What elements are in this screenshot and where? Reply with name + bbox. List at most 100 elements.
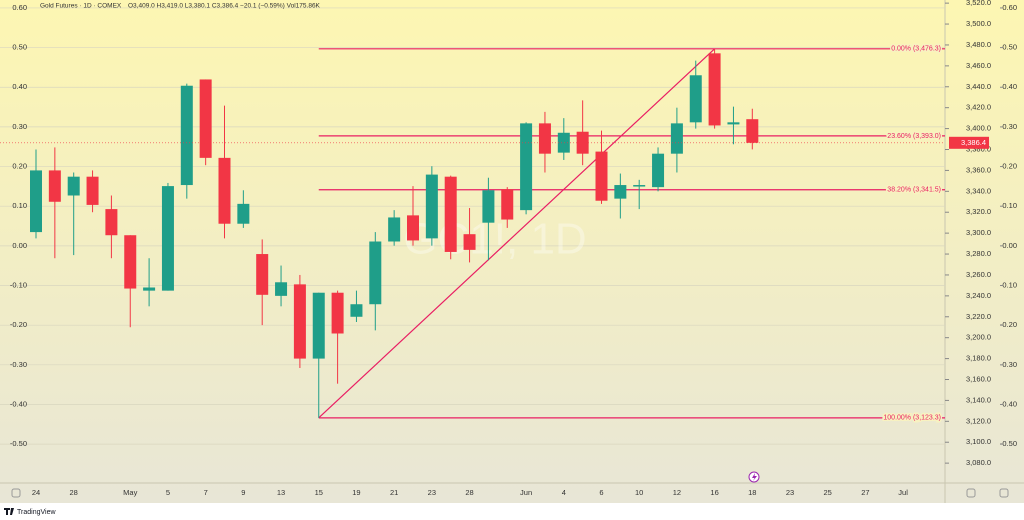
right-axis-label: -0.20 <box>1000 320 1017 329</box>
price-tick-label: 3,340.0 <box>966 186 991 195</box>
candle-body <box>86 176 99 205</box>
price-tick-label: 3,480.0 <box>966 40 991 49</box>
price-tick-label: 3,280.0 <box>966 249 991 258</box>
left-axis-label: 0.50 <box>12 43 27 52</box>
x-tick-label: 23 <box>428 488 436 497</box>
right-axis-label: -0.50 <box>1000 439 1017 448</box>
fib-label: 38.20% (3,341.5) <box>887 187 941 194</box>
price-tick-label: 3,180.0 <box>966 354 991 363</box>
price-tick-label: 3,200.0 <box>966 333 991 342</box>
candle-body <box>595 151 608 201</box>
x-tick-label: May <box>123 488 137 497</box>
candle-body <box>444 176 457 252</box>
candle-body <box>312 292 325 359</box>
price-tick-label: 3,160.0 <box>966 374 991 383</box>
x-tick-label: 9 <box>241 488 245 497</box>
fib-label: 23.60% (3,393.0) <box>887 133 941 140</box>
candle-body <box>689 75 702 123</box>
x-tick-label: 18 <box>748 488 756 497</box>
candle-body <box>199 79 212 158</box>
candle-body <box>520 123 533 211</box>
price-tick-label: 3,320.0 <box>966 207 991 216</box>
left-axis-label: 0.40 <box>12 82 27 91</box>
brand-text: TradingView <box>17 509 56 516</box>
candle-body <box>293 284 306 359</box>
candle-body <box>143 287 156 291</box>
left-axis-label: -0.30 <box>10 360 27 369</box>
x-tick-label: 12 <box>673 488 681 497</box>
left-axis-label: -0.20 <box>10 320 27 329</box>
x-tick-label: 10 <box>635 488 643 497</box>
left-axis-label: -0.50 <box>10 439 27 448</box>
scale-button[interactable] <box>966 488 976 498</box>
left-axis-label: 0.30 <box>12 122 27 131</box>
price-tick-label: 3,100.0 <box>966 437 991 446</box>
right-axis-label: -0.30 <box>1000 360 1017 369</box>
candle-body <box>218 157 231 224</box>
x-tick-label: 4 <box>562 488 566 497</box>
price-tick-label: 3,220.0 <box>966 312 991 321</box>
candle-body <box>708 53 721 126</box>
x-tick-label: Jun <box>520 488 532 497</box>
trend-line <box>318 48 716 419</box>
scale-button[interactable] <box>999 488 1009 498</box>
x-tick-label: 16 <box>710 488 718 497</box>
price-tick-label: 3,120.0 <box>966 416 991 425</box>
price-tick-label: 3,420.0 <box>966 103 991 112</box>
alert-icon[interactable] <box>748 471 760 483</box>
right-axis-label: -0.40 <box>1000 399 1017 408</box>
right-axis-label: 0.20 <box>1002 162 1017 171</box>
price-tick-label: 3,360.0 <box>966 165 991 174</box>
fib-label: 100.00% (3,123.3) <box>883 415 941 422</box>
candle-body <box>727 122 740 125</box>
candle-body <box>30 170 42 233</box>
candle-body <box>237 203 250 224</box>
right-axis-label: -0.10 <box>1000 281 1017 290</box>
x-tick-label: 6 <box>599 488 603 497</box>
right-axis-label: 0.40 <box>1002 82 1017 91</box>
candle-body <box>331 292 344 334</box>
x-tick-label: 25 <box>824 488 832 497</box>
price-tick-label: 3,440.0 <box>966 82 991 91</box>
candle-body <box>256 254 269 295</box>
x-tick-label: 5 <box>166 488 170 497</box>
candle-body <box>670 123 683 154</box>
candle-body <box>538 123 551 154</box>
candle-body <box>388 217 401 242</box>
candle-body <box>652 153 665 188</box>
x-tick-label: 19 <box>352 488 360 497</box>
plot: 0.00% (3,476.3) 23.60% (3,393.0) 38.20% (3… <box>30 44 945 423</box>
x-tick-label: 23 <box>786 488 794 497</box>
x-tick-label: 24 <box>32 488 40 497</box>
candle-body <box>67 176 80 196</box>
left-axis-label: 0.20 <box>12 162 27 171</box>
price-tick-label: 3,240.0 <box>966 291 991 300</box>
candle-body <box>633 185 646 187</box>
candle-body <box>614 185 627 199</box>
price-tick-label: 3,400.0 <box>966 124 991 133</box>
last-price-label: 3,386.4 <box>961 138 986 147</box>
left-axis-label: 0.10 <box>12 201 27 210</box>
candle-body <box>407 215 419 241</box>
price-tick-label: 3,260.0 <box>966 270 991 279</box>
footer-bar <box>0 503 1024 520</box>
price-tick-label: 3,140.0 <box>966 395 991 404</box>
candle-body <box>463 234 476 250</box>
candle-body <box>425 174 438 239</box>
candle-body <box>275 282 288 296</box>
right-axis-label: 0.50 <box>1002 43 1017 52</box>
candle-body <box>557 132 570 153</box>
candle-body <box>746 119 759 143</box>
price-tick-label: 3,520.0 <box>966 0 991 7</box>
branding: TradingView <box>4 508 56 516</box>
x-tick-label: 7 <box>204 488 208 497</box>
right-axis-label: 0.60 <box>1002 3 1017 12</box>
price-tick-label: 3,300.0 <box>966 228 991 237</box>
scale-button[interactable] <box>11 488 21 498</box>
right-axis-label: 0.30 <box>1002 122 1017 131</box>
left-axis-label: 0.60 <box>12 3 27 12</box>
x-tick-label: 15 <box>315 488 323 497</box>
candle-body <box>124 235 137 289</box>
left-axis-label: -0.10 <box>10 281 27 290</box>
